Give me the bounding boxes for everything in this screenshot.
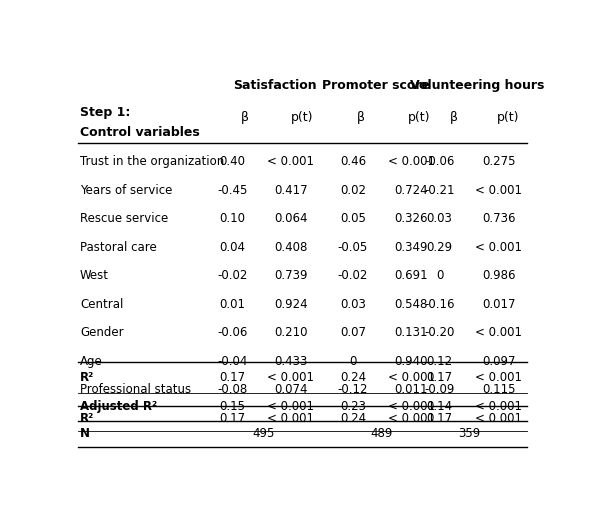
Text: 0.24: 0.24 — [340, 412, 366, 425]
Text: -0.02: -0.02 — [217, 269, 248, 282]
Text: 0.408: 0.408 — [274, 241, 307, 254]
Text: < 0.001: < 0.001 — [475, 400, 522, 413]
Text: β: β — [241, 111, 248, 124]
Text: β: β — [450, 111, 457, 124]
Text: 0.940: 0.940 — [394, 355, 428, 368]
Text: -0.16: -0.16 — [424, 298, 455, 311]
Text: p(t): p(t) — [408, 111, 430, 124]
Text: Age: Age — [80, 355, 103, 368]
Text: 0.17: 0.17 — [427, 371, 453, 384]
Text: 0.433: 0.433 — [274, 355, 307, 368]
Text: 0.02: 0.02 — [340, 184, 366, 197]
Text: 0.17: 0.17 — [220, 371, 246, 384]
Text: < 0.001: < 0.001 — [388, 412, 434, 425]
Text: < 0.001: < 0.001 — [388, 156, 434, 168]
Text: 0.17: 0.17 — [220, 412, 246, 425]
Text: -0.45: -0.45 — [217, 184, 248, 197]
Text: 0: 0 — [436, 269, 443, 282]
Text: 0.10: 0.10 — [220, 212, 246, 226]
Text: 0.46: 0.46 — [340, 156, 366, 168]
Text: 0.548: 0.548 — [394, 298, 428, 311]
Text: < 0.001: < 0.001 — [267, 371, 314, 384]
Text: 0.14: 0.14 — [427, 400, 453, 413]
Text: 0.17: 0.17 — [427, 412, 453, 425]
Text: Pastoral care: Pastoral care — [80, 241, 157, 254]
Text: Control variables: Control variables — [80, 127, 200, 140]
Text: 0.326: 0.326 — [394, 212, 428, 226]
Text: 0.691: 0.691 — [394, 269, 428, 282]
Text: Volunteering hours: Volunteering hours — [410, 79, 544, 92]
Text: 0.724: 0.724 — [394, 184, 428, 197]
Text: β: β — [356, 111, 365, 124]
Text: 0.210: 0.210 — [274, 327, 308, 339]
Text: 0.01: 0.01 — [220, 298, 246, 311]
Text: 0.064: 0.064 — [274, 212, 308, 226]
Text: < 0.001: < 0.001 — [475, 371, 522, 384]
Text: < 0.001: < 0.001 — [267, 412, 314, 425]
Text: -0.06: -0.06 — [217, 327, 248, 339]
Text: 0.15: 0.15 — [220, 400, 246, 413]
Text: -0.02: -0.02 — [337, 269, 368, 282]
Text: 0.05: 0.05 — [340, 212, 366, 226]
Text: < 0.001: < 0.001 — [475, 412, 522, 425]
Text: Professional status: Professional status — [80, 383, 191, 397]
Text: 0.736: 0.736 — [482, 212, 515, 226]
Text: 0.131: 0.131 — [394, 327, 428, 339]
Text: 0.29: 0.29 — [427, 241, 453, 254]
Text: Gender: Gender — [80, 327, 124, 339]
Text: < 0.001: < 0.001 — [475, 241, 522, 254]
Text: -0.21: -0.21 — [424, 184, 455, 197]
Text: 0.24: 0.24 — [340, 371, 366, 384]
Text: 0.739: 0.739 — [274, 269, 308, 282]
Text: 0.115: 0.115 — [482, 383, 515, 397]
Text: -0.08: -0.08 — [217, 383, 248, 397]
Text: -0.04: -0.04 — [217, 355, 248, 368]
Text: 495: 495 — [252, 427, 275, 440]
Text: N: N — [80, 427, 90, 440]
Text: 0: 0 — [349, 355, 356, 368]
Text: p(t): p(t) — [496, 111, 519, 124]
Text: -0.05: -0.05 — [337, 241, 368, 254]
Text: 0.04: 0.04 — [220, 241, 246, 254]
Text: 0.017: 0.017 — [482, 298, 515, 311]
Text: Satisfaction: Satisfaction — [233, 79, 317, 92]
Text: 0.07: 0.07 — [340, 327, 366, 339]
Text: -0.06: -0.06 — [424, 156, 455, 168]
Text: Years of service: Years of service — [80, 184, 173, 197]
Text: R²: R² — [80, 371, 95, 384]
Text: 0.12: 0.12 — [427, 355, 453, 368]
Text: 0.924: 0.924 — [274, 298, 308, 311]
Text: < 0.001: < 0.001 — [475, 184, 522, 197]
Text: < 0.001: < 0.001 — [267, 400, 314, 413]
Text: Step 1:: Step 1: — [80, 107, 131, 119]
Text: -0.20: -0.20 — [424, 327, 455, 339]
Text: 359: 359 — [458, 427, 480, 440]
Text: Central: Central — [80, 298, 124, 311]
Text: 0.40: 0.40 — [220, 156, 246, 168]
Text: West: West — [80, 269, 109, 282]
Text: p(t): p(t) — [291, 111, 314, 124]
Text: 0.986: 0.986 — [482, 269, 515, 282]
Text: 0.23: 0.23 — [340, 400, 366, 413]
Text: -0.09: -0.09 — [424, 383, 455, 397]
Text: Rescue service: Rescue service — [80, 212, 168, 226]
Text: R²: R² — [80, 412, 95, 425]
Text: 0.417: 0.417 — [274, 184, 308, 197]
Text: 0.275: 0.275 — [482, 156, 515, 168]
Text: 0.349: 0.349 — [394, 241, 428, 254]
Text: 0.011: 0.011 — [394, 383, 428, 397]
Text: 0.03: 0.03 — [340, 298, 366, 311]
Text: 489: 489 — [371, 427, 393, 440]
Text: 0.074: 0.074 — [274, 383, 308, 397]
Text: < 0.001: < 0.001 — [388, 371, 434, 384]
Text: Adjusted R²: Adjusted R² — [80, 400, 157, 413]
Text: < 0.001: < 0.001 — [388, 400, 434, 413]
Text: -0.12: -0.12 — [337, 383, 368, 397]
Text: Promoter score: Promoter score — [322, 79, 430, 92]
Text: Trust in the organization: Trust in the organization — [80, 156, 225, 168]
Text: < 0.001: < 0.001 — [267, 156, 314, 168]
Text: 0.097: 0.097 — [482, 355, 515, 368]
Text: < 0.001: < 0.001 — [475, 327, 522, 339]
Text: 0.03: 0.03 — [427, 212, 453, 226]
